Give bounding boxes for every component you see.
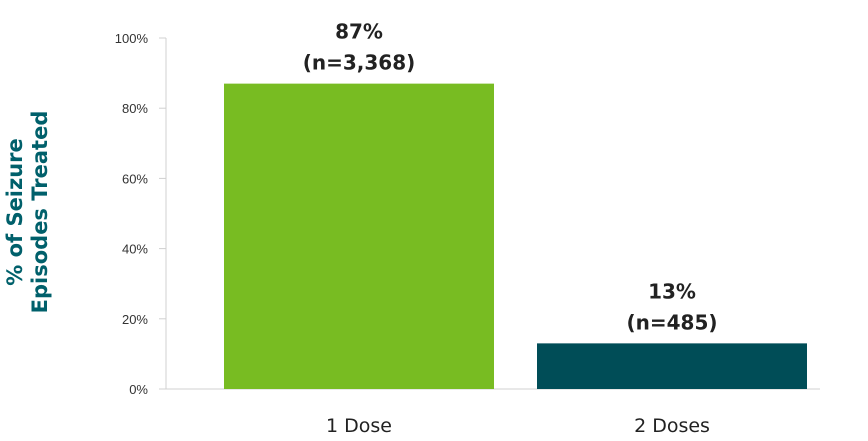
data-label-count: (n=3,368) <box>303 51 416 75</box>
y-tick-label: 20% <box>122 312 148 327</box>
y-tick-label: 0% <box>129 382 148 397</box>
x-category-label: 1 Dose <box>326 415 392 437</box>
y-tick-label: 40% <box>122 242 148 257</box>
y-tick-label: 60% <box>122 171 148 186</box>
y-tick-label: 100% <box>115 31 149 46</box>
y-axis-title: % of Seizure Episodes Treated <box>3 111 52 314</box>
data-label-percent: 87% <box>335 20 383 44</box>
x-category-label: 2 Doses <box>634 415 710 437</box>
bar-1 <box>224 83 494 389</box>
data-label-percent: 13% <box>648 279 696 303</box>
bars <box>224 83 807 389</box>
y-axis-title-line-2: Episodes Treated <box>28 111 52 314</box>
y-axis-title-line-1: % of Seizure <box>3 138 27 286</box>
bar-2 <box>537 343 807 389</box>
data-label-count: (n=485) <box>626 310 717 334</box>
y-tick-label: 80% <box>122 101 148 116</box>
labels: 1 Dose 87% (n=3,368) 2 Doses 13% (n=485) <box>303 20 718 437</box>
